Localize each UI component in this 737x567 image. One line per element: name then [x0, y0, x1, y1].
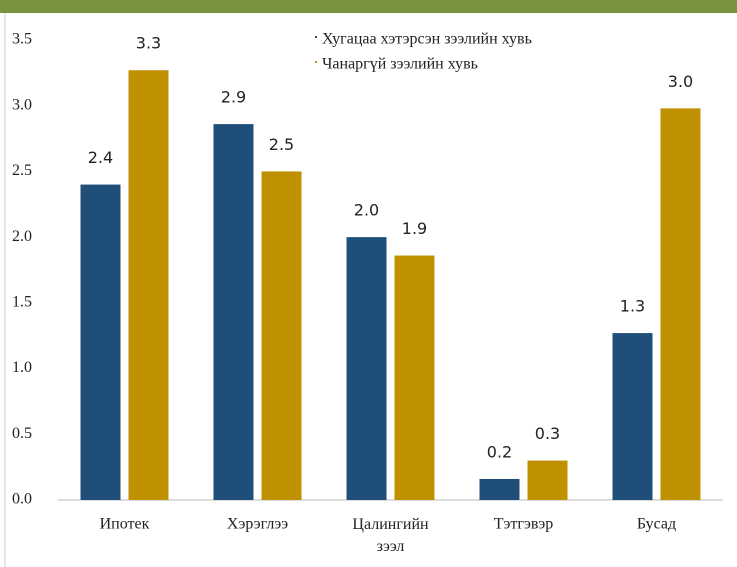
- y-tick-label: 2.5: [12, 162, 32, 179]
- legend-marker: [315, 61, 317, 63]
- data-label: 3.0: [668, 72, 693, 91]
- bar: [527, 460, 568, 500]
- data-label: 1.3: [620, 297, 645, 316]
- y-tick-label: 1.0: [12, 359, 32, 376]
- data-label: 0.3: [535, 424, 560, 443]
- header-band: [0, 0, 737, 13]
- y-tick-label: 3.0: [12, 96, 32, 113]
- bar: [261, 171, 302, 500]
- data-label: 2.9: [221, 88, 246, 107]
- legend-marker: [315, 36, 317, 38]
- data-label: 2.0: [354, 201, 379, 220]
- legend-label: Чанаргүй зээлийн хувь: [322, 56, 478, 73]
- data-label: 3.3: [136, 34, 161, 53]
- data-label: 2.4: [88, 148, 113, 167]
- bar: [80, 184, 121, 501]
- legend-label: Хугацаа хэтэрсэн зээлийн хувь: [322, 31, 532, 48]
- x-tick-label: Бусад: [637, 516, 676, 533]
- bar: [346, 237, 387, 500]
- x-tick-label: Ипотек: [100, 516, 150, 533]
- y-tick-label: 0.5: [12, 425, 32, 442]
- data-label: 0.2: [487, 442, 512, 461]
- y-tick-label: 3.5: [12, 31, 32, 48]
- x-tick-label: Хэрэглээ: [227, 516, 288, 533]
- y-tick-label: 2.0: [12, 228, 32, 245]
- x-tick-label: Цалингийн зээл: [352, 516, 429, 555]
- y-tick-label: 1.5: [12, 294, 32, 311]
- data-label: 2.5: [269, 135, 294, 154]
- bar: [660, 108, 701, 500]
- bar: [479, 478, 520, 500]
- bar: [128, 70, 169, 500]
- bar: [213, 124, 254, 500]
- data-label: 1.9: [402, 219, 427, 238]
- x-tick-label: Тэтгэвэр: [494, 516, 553, 533]
- y-tick-label: 0.0: [12, 491, 32, 508]
- bar: [394, 255, 435, 500]
- bar: [612, 333, 653, 500]
